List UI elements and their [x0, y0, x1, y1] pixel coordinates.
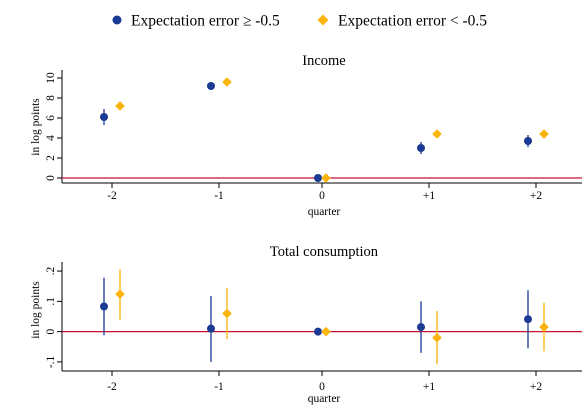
- consumption-x-tick-label: +1: [423, 381, 435, 393]
- income-x-tick-label: +1: [423, 190, 435, 202]
- income-point-series-2: [222, 77, 232, 87]
- consumption-x-tick-label: -1: [214, 381, 224, 393]
- total-consumption-panel: Total consumption in log points quarter …: [30, 244, 582, 405]
- income-y-tick-label: 10: [45, 72, 57, 84]
- legend-marker-series-1: [112, 15, 122, 25]
- income-point-series-2: [115, 101, 125, 111]
- consumption-y-tick-label: .2: [45, 267, 57, 276]
- income-point-series-1: [524, 137, 532, 145]
- income-y-tick-label: 4: [45, 135, 57, 141]
- income-x-tick-label: 0: [319, 190, 325, 202]
- income-x-tick-label: -1: [214, 190, 224, 202]
- income-point-series-1: [417, 144, 425, 152]
- consumption-point-series-2: [539, 322, 549, 332]
- consumption-point-series-2: [432, 332, 442, 343]
- income-point-series-2: [539, 129, 549, 139]
- legend-label-series-1: Expectation error ≥ -0.5: [131, 13, 280, 30]
- consumption-y-tick-label: .1: [45, 297, 57, 306]
- consumption-x-axis-label: quarter: [308, 393, 341, 405]
- income-point-series-2: [321, 173, 331, 183]
- consumption-point-series-2: [222, 308, 232, 319]
- income-point-series-2: [432, 129, 442, 139]
- income-y-tick-label: 6: [45, 115, 57, 121]
- income-point-series-1: [314, 174, 322, 182]
- legend: Expectation error ≥ -0.5 Expectation err…: [112, 13, 487, 30]
- legend-marker-series-2: [317, 14, 329, 26]
- consumption-x-tick-label: 0: [319, 381, 325, 393]
- income-x-axis-label: quarter: [308, 206, 341, 218]
- income-y-axis-label: in log points: [30, 98, 42, 156]
- consumption-x-tick-label: +2: [530, 381, 542, 393]
- legend-label-series-2: Expectation error < -0.5: [338, 13, 487, 30]
- income-point-series-1: [100, 113, 108, 121]
- consumption-point-series-1: [207, 324, 215, 333]
- consumption-point-series-1: [100, 302, 108, 311]
- income-x-tick-label: -2: [107, 190, 117, 202]
- consumption-y-tick-label: -.1: [45, 355, 57, 368]
- consumption-point-series-2: [115, 289, 125, 299]
- income-y-tick-label: 0: [45, 175, 57, 181]
- consumption-point-series-1: [417, 323, 425, 332]
- income-point-series-1: [207, 82, 215, 90]
- income-panel: Income in log points quarter 0 2 4 6 8 10 -2 -1…: [30, 53, 582, 218]
- income-x-tick-label: +2: [530, 190, 542, 202]
- consumption-chart-title: Total consumption: [270, 244, 379, 260]
- consumption-y-tick-label: 0: [45, 329, 57, 335]
- consumption-point-series-2: [321, 326, 331, 337]
- consumption-point-series-1: [524, 315, 532, 324]
- income-chart-title: Income: [302, 53, 345, 69]
- consumption-x-tick-label: -2: [107, 381, 117, 393]
- consumption-y-axis-label: in log points: [30, 281, 42, 339]
- income-y-tick-label: 2: [45, 155, 57, 161]
- consumption-point-series-1: [314, 327, 322, 336]
- income-y-tick-label: 8: [45, 95, 57, 101]
